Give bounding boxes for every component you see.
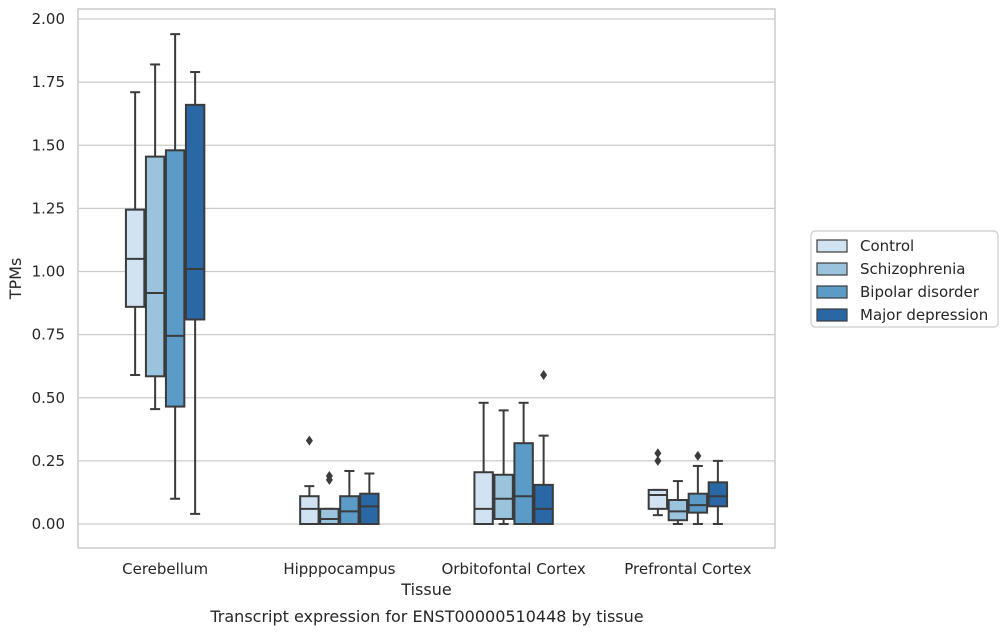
legend: Control Schizophrenia Bipolar disorder Majo… xyxy=(810,230,999,328)
x-tick-label: Hipppocampus xyxy=(283,560,395,578)
y-tick-label: 1.25 xyxy=(32,199,65,217)
outlier-point xyxy=(654,448,662,459)
box-body xyxy=(164,149,186,408)
outlier-point xyxy=(654,455,662,466)
y-tick-labels: 0.00 0.25 0.50 0.75 1.00 1.25 1.50 1.75 2.00 xyxy=(32,10,65,533)
box-body xyxy=(533,483,554,525)
outlier-point xyxy=(694,450,702,461)
box-body xyxy=(144,155,166,378)
x-tick-label: Cerebellum xyxy=(122,560,208,578)
box-bipolar-disorder-2 xyxy=(513,401,534,526)
chart-caption: Transcript expression for ENST0000051044… xyxy=(209,607,643,626)
box-control-1 xyxy=(299,435,320,526)
box-body xyxy=(184,103,206,321)
legend-label: Schizophrenia xyxy=(860,260,965,278)
x-tick-label: Prefrontal Cortex xyxy=(624,560,751,578)
x-axis-label: Tissue xyxy=(400,580,451,599)
box-schizophrenia-0 xyxy=(144,63,166,411)
box-control-0 xyxy=(124,91,146,377)
box-control-3 xyxy=(647,448,669,517)
outlier-point xyxy=(305,435,313,446)
box-body xyxy=(493,473,514,520)
outlier-point xyxy=(540,370,548,381)
box-plots xyxy=(124,33,729,526)
y-tick-label: 0.50 xyxy=(32,389,65,407)
box-major-depression-1 xyxy=(359,472,380,526)
box-major-depression-3 xyxy=(707,459,729,525)
box-schizophrenia-3 xyxy=(667,480,689,525)
legend-swatch xyxy=(816,262,848,276)
y-tick-label: 0.00 xyxy=(32,515,65,533)
box-body xyxy=(473,471,494,525)
box-major-depression-0 xyxy=(184,71,206,515)
x-tick-labels: Cerebellum Hipppocampus Orbitofontal Corte… xyxy=(122,560,751,578)
legend-label: Bipolar disorder xyxy=(860,283,980,301)
y-tick-label: 1.00 xyxy=(32,263,65,281)
legend-label: Control xyxy=(860,237,914,255)
y-tick-label: 0.25 xyxy=(32,452,65,470)
box-control-2 xyxy=(473,401,494,525)
box-schizophrenia-2 xyxy=(493,409,514,525)
box-schizophrenia-1 xyxy=(319,471,340,526)
legend-label: Major depression xyxy=(860,306,988,324)
y-axis-label: TPMs xyxy=(6,258,25,301)
box-bipolar-disorder-1 xyxy=(339,469,360,526)
box-bipolar-disorder-0 xyxy=(164,33,186,500)
box-body xyxy=(513,442,534,526)
plot-frame xyxy=(77,8,776,549)
y-tick-label: 2.00 xyxy=(32,10,65,28)
y-tick-label: 0.75 xyxy=(32,326,65,344)
box-body xyxy=(319,507,340,526)
box-body xyxy=(359,492,380,526)
legend-swatch xyxy=(816,285,848,299)
box-bipolar-disorder-3 xyxy=(687,450,709,525)
y-tick-label: 1.50 xyxy=(32,136,65,154)
x-tick-label: Orbitofontal Cortex xyxy=(442,560,586,578)
box-body xyxy=(687,492,709,514)
box-body xyxy=(299,495,320,526)
box-body xyxy=(707,481,729,508)
box-major-depression-2 xyxy=(533,370,554,525)
y-tick-label: 1.75 xyxy=(32,73,65,91)
legend-frame xyxy=(810,230,999,328)
outlier-point xyxy=(325,471,333,482)
box-body xyxy=(339,495,360,526)
box-body xyxy=(667,499,689,522)
legend-swatch xyxy=(816,308,848,322)
legend-swatch xyxy=(816,239,848,253)
box-body xyxy=(647,488,669,510)
